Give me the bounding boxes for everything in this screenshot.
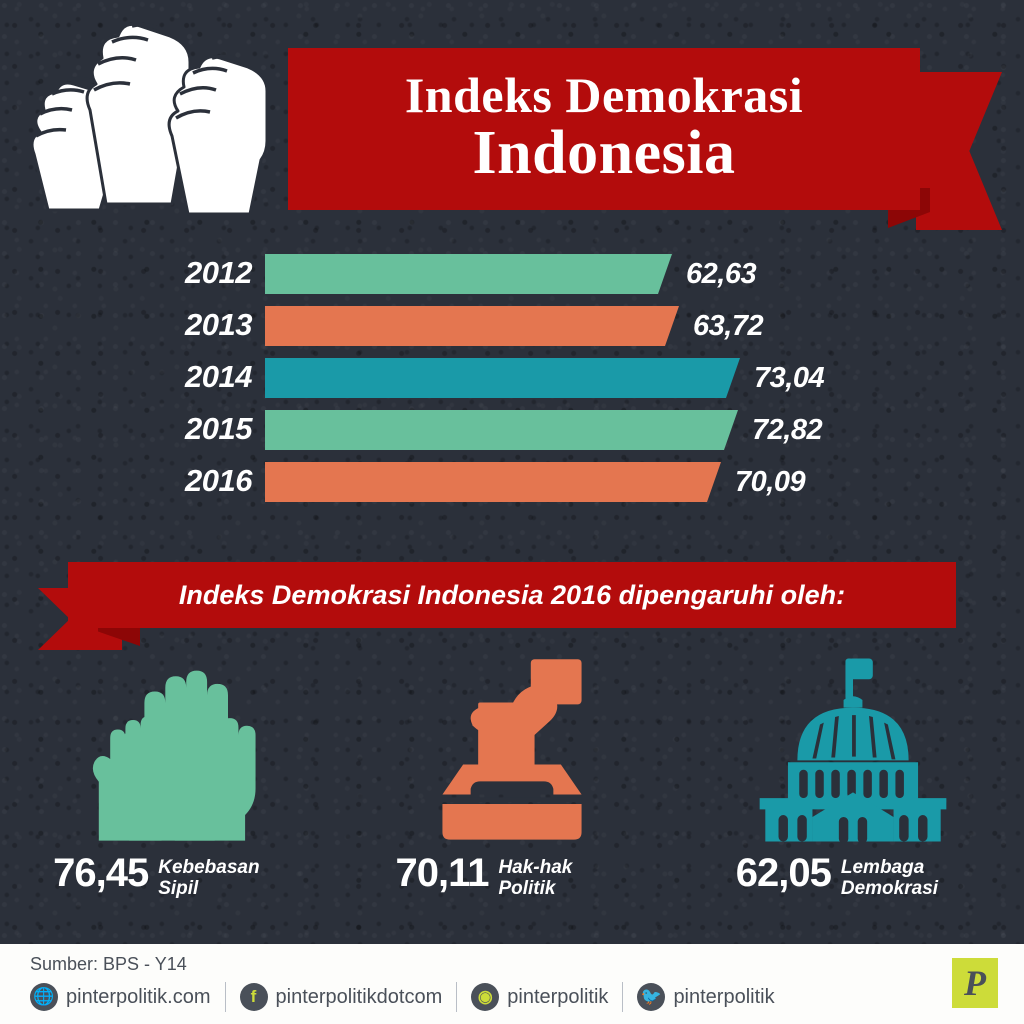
bar-value-label: 62,63	[686, 258, 757, 290]
title-banner: Indeks Demokrasi Indonesia	[288, 48, 920, 210]
bar-value-label: 73,04	[754, 362, 825, 394]
factors-row: 76,45 Kebebasan Sipil	[0, 648, 1024, 930]
bar-row: 2016 70,09	[0, 458, 1024, 506]
ballot-box-icon	[341, 648, 682, 846]
social-link-instagram[interactable]: ◉ pinterpolitik	[471, 983, 608, 1011]
footer-bar: Sumber: BPS - Y14 🌐 pinterpolitik.com f pin…	[0, 944, 1024, 1024]
social-separator	[224, 982, 226, 1012]
brand-logo: P	[952, 958, 998, 1008]
bar-year-label: 2012	[185, 255, 252, 290]
bar-year-label: 2016	[185, 463, 252, 498]
factor-caption: 76,45 Kebebasan Sipil	[0, 852, 341, 899]
idi-bar-chart: 2012 62,63 2013 63,72 2014 73,04 2015 72,82 2016…	[0, 250, 1024, 510]
bar-row: 2013 63,72	[0, 302, 1024, 350]
factor-caption: 70,11 Hak-hak Politik	[341, 852, 682, 899]
bar-row: 2015 72,82	[0, 406, 1024, 454]
social-link-twitter[interactable]: 🐦 pinterpolitik	[637, 983, 775, 1011]
social-separator	[456, 982, 458, 1012]
globe-icon: 🌐	[30, 983, 58, 1011]
sub-banner: Indeks Demokrasi Indonesia 2016 dipengar…	[68, 562, 956, 628]
social-separator	[622, 982, 624, 1012]
bar-value-label: 72,82	[752, 414, 823, 446]
factor-label: Hak-hak Politik	[498, 857, 573, 899]
bar-row: 2012 62,63	[0, 250, 1024, 298]
facebook-icon: f	[239, 983, 268, 1011]
social-links: 🌐 pinterpolitik.com f pinterpolitikdotcom ◉ p…	[30, 982, 775, 1012]
bar-year-label: 2015	[185, 411, 252, 446]
bar-value-label: 70,09	[735, 466, 806, 498]
parliament-building-icon	[683, 648, 1024, 846]
social-label: pinterpolitik	[507, 985, 609, 1008]
factor-value: 76,45	[53, 851, 149, 895]
factor-value: 70,11	[395, 851, 490, 895]
source-note: Sumber: BPS - Y14	[30, 954, 187, 974]
factor-label: Kebebasan Sipil	[158, 857, 260, 899]
factor-caption: 62,05 Lembaga Demokrasi	[683, 852, 1024, 899]
bar-2012	[265, 254, 672, 294]
sub-banner-text: Indeks Demokrasi Indonesia 2016 dipengar…	[178, 579, 846, 610]
factor-value: 62,05	[735, 851, 832, 895]
social-link-facebook[interactable]: f pinterpolitikdotcom	[239, 983, 443, 1011]
page-title-line1: Indeks Demokrasi	[404, 67, 804, 123]
social-label: pinterpolitik.com	[66, 985, 211, 1008]
social-link-globe[interactable]: 🌐 pinterpolitik.com	[30, 983, 211, 1011]
social-label: pinterpolitikdotcom	[275, 985, 443, 1008]
bar-year-label: 2014	[185, 359, 252, 394]
bar-2015	[265, 410, 738, 450]
bar-row: 2014 73,04	[0, 354, 1024, 402]
social-label: pinterpolitik	[673, 985, 775, 1008]
raised-fists-icon	[22, 14, 292, 234]
bar-year-label: 2013	[185, 307, 252, 342]
instagram-icon: ◉	[471, 983, 500, 1011]
twitter-icon: 🐦	[637, 983, 666, 1011]
bar-2013	[265, 306, 679, 346]
factor-label: Lembaga Demokrasi	[840, 857, 939, 899]
factor-card-civil-liberties: 76,45 Kebebasan Sipil	[0, 648, 341, 930]
raised-hands-icon	[0, 648, 341, 846]
factor-card-democratic-institutions: 62,05 Lembaga Demokrasi	[683, 648, 1024, 930]
bar-2014	[265, 358, 740, 398]
bar-2016	[265, 462, 721, 502]
bar-value-label: 63,72	[693, 310, 764, 342]
page-title-line2: Indonesia	[472, 119, 736, 187]
factor-card-political-rights: 70,11 Hak-hak Politik	[341, 648, 682, 930]
